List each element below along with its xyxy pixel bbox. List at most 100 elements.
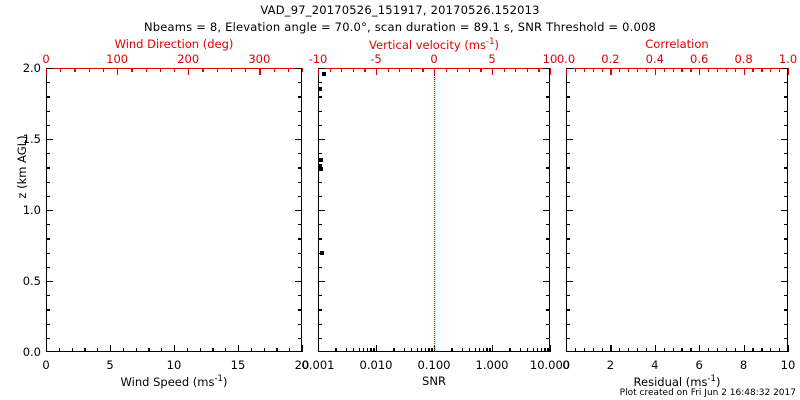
- y-axis-minor-tick: [46, 295, 50, 297]
- y-axis-minor-tick: [46, 82, 50, 84]
- y-axis-minor-tick: [566, 68, 570, 70]
- y-axis-minor-tick: [566, 195, 570, 197]
- y-axis-minor-tick: [784, 309, 788, 311]
- x-axis-minor-tick: [743, 348, 745, 352]
- y-axis-minor-tick: [318, 350, 322, 352]
- x-axis-minor-tick: [574, 348, 577, 352]
- y-axis-minor-tick: [784, 96, 788, 98]
- y-axis-minor-tick: [566, 295, 570, 297]
- y-axis-tick-label: 0.0: [22, 345, 41, 359]
- x-axis-title: Residual (ms-1): [633, 374, 721, 389]
- y-axis-minor-tick: [318, 323, 322, 325]
- y-axis-minor-tick: [546, 68, 550, 70]
- top-axis-minor-tick: [102, 68, 105, 72]
- x-axis-tick-label: 10: [166, 358, 182, 372]
- x-axis-tick-label: 6: [695, 358, 703, 372]
- y-axis-minor-tick: [298, 252, 302, 254]
- y-axis-minor-tick: [784, 350, 788, 352]
- data-point: [318, 158, 323, 163]
- y-axis-minor-tick: [46, 266, 50, 268]
- y-axis-minor-tick: [546, 139, 550, 141]
- x-axis-minor-tick: [373, 348, 375, 352]
- x-axis-minor-tick: [637, 348, 639, 352]
- top-axis-tick-label: 0.6: [690, 52, 709, 66]
- top-axis-minor-tick: [74, 68, 76, 72]
- y-axis-minor-tick: [46, 252, 50, 254]
- top-axis-minor-tick: [174, 68, 176, 72]
- y-axis-minor-tick: [46, 110, 50, 112]
- y-axis-minor-tick: [784, 210, 788, 212]
- y-axis-minor-tick: [46, 281, 50, 283]
- x-axis-minor-tick: [289, 348, 291, 352]
- y-axis-minor-tick: [784, 68, 788, 70]
- y-axis-minor-tick: [784, 266, 788, 268]
- y-axis-minor-tick: [46, 323, 50, 325]
- y-axis-minor-tick: [784, 238, 788, 240]
- y-axis-minor-tick: [566, 309, 570, 311]
- x-axis-minor-tick: [645, 348, 648, 352]
- x-axis-minor-tick: [425, 348, 427, 352]
- x-axis-minor-tick: [547, 348, 549, 352]
- y-axis-minor-tick: [784, 323, 788, 325]
- y-axis-minor-tick: [318, 281, 322, 283]
- x-axis-minor-tick: [302, 348, 304, 352]
- x-axis-tick-label: 15: [230, 358, 246, 372]
- top-axis-minor-tick: [503, 68, 505, 72]
- y-axis-minor-tick: [298, 153, 302, 155]
- top-axis-minor-tick: [188, 68, 190, 72]
- x-axis-minor-tick: [483, 348, 485, 352]
- data-point: [318, 163, 323, 168]
- y-axis-minor-tick: [546, 295, 550, 297]
- top-axis-minor-tick: [628, 68, 630, 72]
- y-axis-minor-tick: [318, 96, 322, 98]
- top-axis-title: Vertical velocity (ms-1): [369, 37, 499, 52]
- x-axis-minor-tick: [541, 348, 543, 352]
- y-axis-minor-tick: [298, 266, 302, 268]
- x-axis-tick-label: 0.010: [359, 358, 393, 372]
- plot-frame: [46, 68, 302, 352]
- y-axis-minor-tick: [46, 68, 50, 70]
- y-axis-minor-tick: [784, 224, 788, 226]
- top-axis-tick-label: 0.4: [645, 52, 664, 66]
- plot-timestamp: Plot created on Fri Jun 2 16:48:32 2017: [619, 388, 796, 398]
- y-axis-minor-tick: [318, 266, 322, 268]
- y-axis-minor-tick: [784, 195, 788, 197]
- top-axis-minor-tick: [352, 68, 354, 72]
- x-axis-minor-tick: [699, 348, 701, 352]
- y-axis-minor-tick: [546, 266, 550, 268]
- top-axis-title: Correlation: [645, 37, 709, 51]
- x-axis-minor-tick: [46, 348, 48, 352]
- x-axis-minor-tick: [566, 348, 568, 352]
- x-axis-tick-label: 1.000: [475, 358, 509, 372]
- y-axis-minor-tick: [298, 110, 302, 112]
- top-axis-minor-tick: [610, 68, 612, 72]
- x-axis-minor-tick: [416, 348, 418, 352]
- top-axis-tick-label: 300: [248, 52, 271, 66]
- x-axis-minor-tick: [690, 348, 692, 352]
- y-axis-minor-tick: [546, 337, 550, 339]
- x-axis-tick-label: 8: [739, 358, 748, 372]
- y-axis-minor-tick: [566, 323, 570, 325]
- x-axis-minor-tick: [225, 348, 227, 352]
- x-axis-minor-tick: [367, 348, 369, 352]
- top-axis-minor-tick: [46, 68, 48, 72]
- y-axis-minor-tick: [46, 210, 50, 212]
- x-axis-tick: [492, 345, 494, 352]
- x-axis-minor-tick: [58, 348, 60, 352]
- y-axis-minor-tick: [566, 266, 570, 268]
- top-axis-minor-tick: [364, 68, 366, 72]
- top-axis-minor-tick: [526, 68, 528, 72]
- x-axis-minor-tick: [489, 348, 491, 352]
- data-point: [317, 87, 322, 92]
- top-axis-tick-label: 0: [42, 52, 50, 66]
- y-axis-minor-tick: [784, 181, 788, 183]
- y-axis-minor-tick: [566, 82, 570, 84]
- y-axis-minor-tick: [318, 68, 322, 70]
- top-axis-minor-tick: [480, 68, 482, 72]
- top-axis-minor-tick: [538, 68, 540, 72]
- x-axis-minor-tick: [199, 348, 201, 352]
- y-axis-minor-tick: [546, 309, 550, 311]
- x-axis-minor-tick: [410, 348, 413, 352]
- x-axis-minor-tick: [770, 348, 772, 352]
